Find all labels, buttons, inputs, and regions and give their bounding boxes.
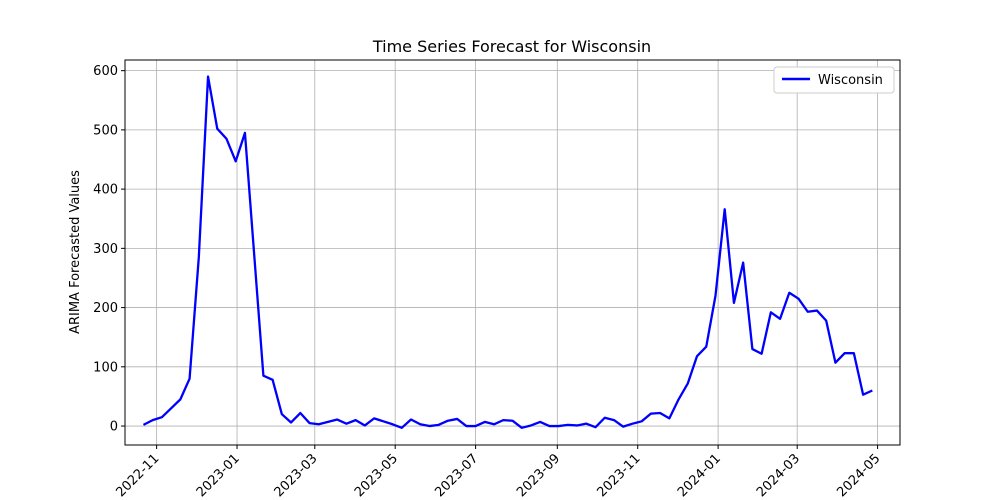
y-tick-label: 100 bbox=[93, 360, 118, 375]
legend-label-wisconsin: Wisconsin bbox=[818, 73, 883, 88]
plot-area-frame bbox=[124, 59, 901, 446]
series-line-wisconsin bbox=[142, 75, 873, 429]
y-tick-label: 600 bbox=[93, 64, 118, 79]
y-tick-label: 500 bbox=[93, 123, 118, 138]
chart-title: Time Series Forecast for Wisconsin bbox=[372, 37, 651, 56]
legend-box bbox=[773, 66, 895, 94]
grid bbox=[125, 60, 900, 445]
legend: Wisconsin bbox=[773, 66, 895, 94]
series-layer bbox=[142, 75, 873, 429]
y-tick-label: 0 bbox=[110, 420, 118, 435]
y-tick-label: 200 bbox=[93, 301, 118, 316]
y-tick-label: 400 bbox=[93, 183, 118, 198]
y-axis-label: ARIMA Forecasted Values bbox=[68, 170, 83, 334]
y-tick-label: 300 bbox=[93, 242, 118, 257]
